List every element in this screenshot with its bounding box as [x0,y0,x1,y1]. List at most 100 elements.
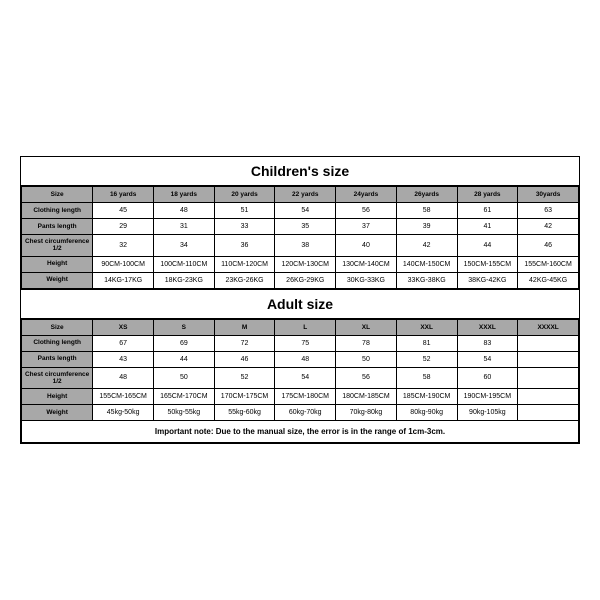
table-row: Height 155CM-165CM 165CM-170CM 170CM-175… [22,388,579,404]
cell: 48 [153,203,214,219]
cell: 26KG-29KG [275,272,336,288]
cell: 70kg-80kg [336,404,397,420]
cell: 14KG-17KG [93,272,154,288]
row-label: Pants length [22,351,93,367]
cell: 155CM-160CM [518,256,579,272]
adult-title: Adult size [21,289,579,319]
row-label: Clothing length [22,335,93,351]
col-xs: XS [93,319,154,335]
table-row: Clothing length 67 69 72 75 78 81 83 [22,335,579,351]
adult-table: Size XS S M L XL XXL XXXL XXXXL Clothing… [21,319,579,443]
cell [518,367,579,388]
row-label: Clothing length [22,203,93,219]
cell: 81 [396,335,457,351]
cell: 120CM-130CM [275,256,336,272]
cell: 35 [275,219,336,235]
cell: 58 [396,203,457,219]
cell: 31 [153,219,214,235]
cell: 90CM-100CM [93,256,154,272]
col-size: Size [22,319,93,335]
cell: 56 [336,367,397,388]
cell: 34 [153,235,214,256]
cell: 32 [93,235,154,256]
cell: 63 [518,203,579,219]
row-label: Chest circumference 1/2 [22,367,93,388]
cell: 30KG-33KG [336,272,397,288]
cell: 42 [518,219,579,235]
cell: 51 [214,203,275,219]
note-text: Important note: Due to the manual size, … [22,420,579,442]
cell: 40 [336,235,397,256]
cell: 155CM-165CM [93,388,154,404]
cell: 54 [275,367,336,388]
col-30: 30yards [518,187,579,203]
cell: 140CM-150CM [396,256,457,272]
cell: 42 [396,235,457,256]
col-s: S [153,319,214,335]
cell: 83 [457,335,518,351]
cell: 175CM-180CM [275,388,336,404]
size-chart-sheet: Children's size Size 16 yards 18 yards 2… [20,156,580,444]
col-m: M [214,319,275,335]
cell: 165CM-170CM [153,388,214,404]
cell: 38 [275,235,336,256]
cell: 55kg-60kg [214,404,275,420]
col-24: 24yards [336,187,397,203]
cell: 38KG-42KG [457,272,518,288]
cell: 185CM-190CM [396,388,457,404]
cell: 69 [153,335,214,351]
col-l: L [275,319,336,335]
cell [518,351,579,367]
table-row: Pants length 29 31 33 35 37 39 41 42 [22,219,579,235]
row-label: Height [22,256,93,272]
cell: 42KG-45KG [518,272,579,288]
cell: 44 [153,351,214,367]
cell: 23KG-26KG [214,272,275,288]
cell: 48 [275,351,336,367]
cell: 41 [457,219,518,235]
table-row: Height 90CM-100CM 100CM-110CM 110CM-120C… [22,256,579,272]
cell: 110CM-120CM [214,256,275,272]
cell: 180CM-185CM [336,388,397,404]
cell: 78 [336,335,397,351]
col-26: 26yards [396,187,457,203]
cell: 80kg-90kg [396,404,457,420]
cell: 67 [93,335,154,351]
table-row: Chest circumference 1/2 48 50 52 54 56 5… [22,367,579,388]
cell: 36 [214,235,275,256]
col-16: 16 yards [93,187,154,203]
cell: 75 [275,335,336,351]
children-header-row: Size 16 yards 18 yards 20 yards 22 yards… [22,187,579,203]
col-20: 20 yards [214,187,275,203]
cell: 44 [457,235,518,256]
row-label: Pants length [22,219,93,235]
cell: 190CM-195CM [457,388,518,404]
col-xxl: XXL [396,319,457,335]
table-row: Pants length 43 44 46 48 50 52 54 [22,351,579,367]
cell [518,335,579,351]
children-table: Size 16 yards 18 yards 20 yards 22 yards… [21,186,579,288]
cell: 54 [457,351,518,367]
table-row: Clothing length 45 48 51 54 56 58 61 63 [22,203,579,219]
col-18: 18 yards [153,187,214,203]
row-label: Weight [22,404,93,420]
cell: 18KG-23KG [153,272,214,288]
cell: 56 [336,203,397,219]
table-row: Weight 45kg-50kg 50kg-55kg 55kg-60kg 60k… [22,404,579,420]
cell: 61 [457,203,518,219]
table-row: Weight 14KG-17KG 18KG-23KG 23KG-26KG 26K… [22,272,579,288]
cell: 60kg-70kg [275,404,336,420]
cell: 72 [214,335,275,351]
cell: 29 [93,219,154,235]
cell: 170CM-175CM [214,388,275,404]
col-22: 22 yards [275,187,336,203]
col-xl: XL [336,319,397,335]
cell: 54 [275,203,336,219]
cell: 50kg-55kg [153,404,214,420]
cell: 130CM-140CM [336,256,397,272]
cell [518,388,579,404]
cell: 60 [457,367,518,388]
cell: 45 [93,203,154,219]
cell: 100CM-110CM [153,256,214,272]
col-xxxxl: XXXXL [518,319,579,335]
